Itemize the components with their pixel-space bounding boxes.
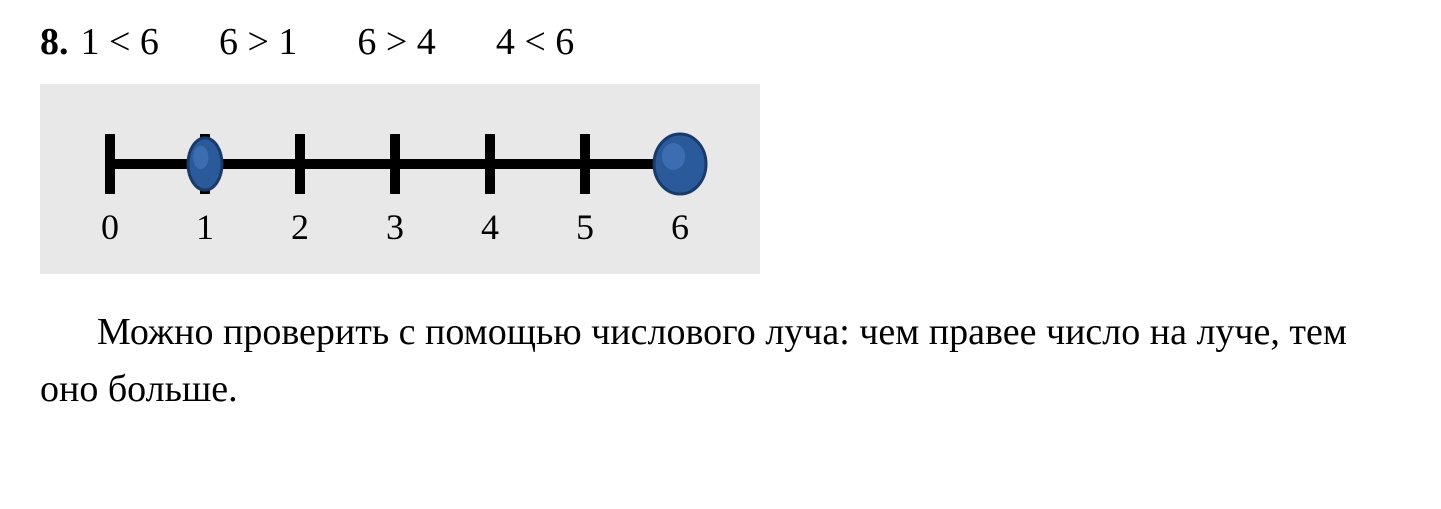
inequalities-row: 1 < 6 6 > 1 6 > 4 4 < 6 xyxy=(81,20,575,64)
problem-number: 8. xyxy=(40,20,69,64)
inequality-2: 6 > 1 xyxy=(219,20,297,64)
tick-label-3: 3 xyxy=(386,207,404,247)
problem-header: 8. 1 < 6 6 > 1 6 > 4 4 < 6 xyxy=(40,20,1401,64)
tick-label-6: 6 xyxy=(671,207,689,247)
tick-label-5: 5 xyxy=(576,207,594,247)
marker-highlight-6 xyxy=(662,143,685,170)
tick-label-2: 2 xyxy=(291,207,309,247)
explanation-text: Можно проверить с помощью числового луча… xyxy=(40,304,1400,418)
inequality-4: 4 < 6 xyxy=(496,20,574,64)
number-line-container: 0 1 2 3 4 5 6 xyxy=(40,84,760,274)
tick-label-1: 1 xyxy=(196,207,214,247)
marker-highlight-1 xyxy=(193,146,208,169)
inequality-3: 6 > 4 xyxy=(357,20,435,64)
number-line-svg: 0 1 2 3 4 5 6 xyxy=(80,104,720,264)
tick-label-0: 0 xyxy=(101,207,119,247)
tick-label-4: 4 xyxy=(481,207,499,247)
inequality-1: 1 < 6 xyxy=(81,20,159,64)
